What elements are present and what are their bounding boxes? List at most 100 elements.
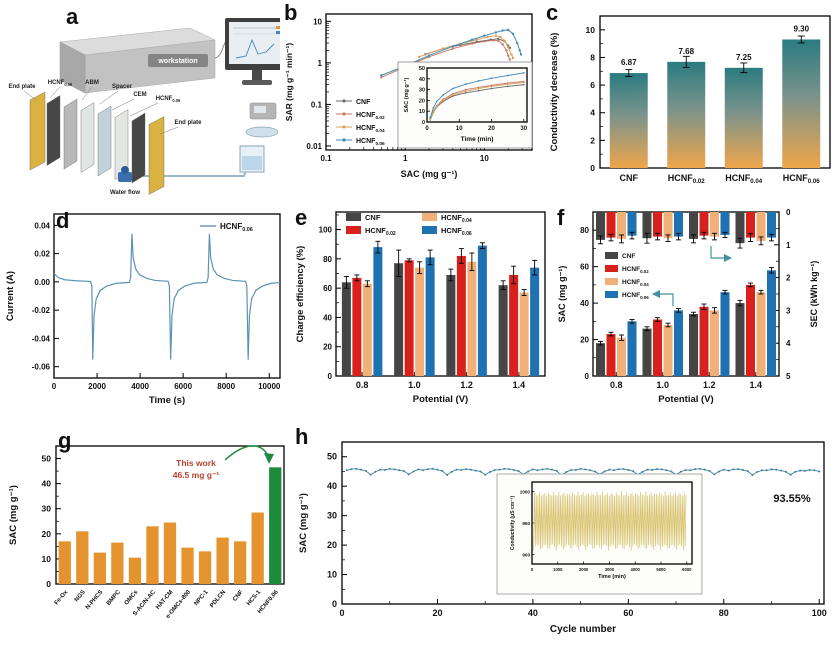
svg-text:7.25: 7.25 [736,53,752,62]
svg-text:1: 1 [786,241,791,250]
svg-text:Spacer: Spacer [112,84,133,90]
svg-text:1000: 1000 [520,489,531,494]
svg-text:SAC (mg g⁻¹): SAC (mg g⁻¹) [403,77,410,112]
svg-text:0.1: 0.1 [311,100,323,109]
bar [617,337,626,376]
bar [663,324,673,376]
svg-text:-0.02: -0.02 [32,306,51,315]
bar [689,314,698,376]
svg-text:4: 4 [786,339,791,348]
svg-text:30: 30 [419,88,425,94]
bar [128,557,142,584]
svg-text:1: 1 [318,59,323,68]
panel-label-d: d [56,208,70,233]
sec-bar [596,212,605,240]
bar [627,321,637,376]
svg-text:40: 40 [528,608,538,618]
svg-text:SAC (mg g⁻¹): SAC (mg g⁻¹) [298,493,309,553]
svg-text:8: 8 [590,52,595,62]
panel-label-f: f [557,205,565,230]
bar [394,263,404,376]
bar [653,319,662,376]
svg-text:1.0: 1.0 [408,380,421,390]
svg-text:ABM: ABM [85,80,99,86]
svg-text:20: 20 [323,343,332,352]
svg-text:SAC (mg g⁻¹): SAC (mg g⁻¹) [401,169,458,179]
svg-text:1.4: 1.4 [513,380,526,390]
svg-text:Charge efficiency (%): Charge efficiency (%) [295,246,306,343]
cell-plate [80,102,95,173]
sec-bar [710,212,719,237]
svg-text:0: 0 [531,567,534,572]
current-trace [53,233,281,360]
sec-axis-arrow [710,246,724,259]
bar [782,39,821,169]
bar [446,274,456,376]
svg-text:HCNF0.06: HCNF0.06 [156,96,181,103]
svg-text:0: 0 [786,208,791,217]
bar [667,61,706,169]
svg-text:40: 40 [42,479,52,489]
svg-text:HCNF0.04: HCNF0.04 [356,125,385,134]
svg-text:20: 20 [432,608,442,618]
legend: CNF HCNF0.02 HCNF0.04 HCNF0.06 [336,99,385,147]
svg-text:100: 100 [319,226,333,235]
svg-text:10: 10 [586,25,596,35]
svg-text:4000: 4000 [631,567,641,572]
bar [404,260,414,376]
sac-time-inset: 0 10 20 30 0 10 20 30 40 50 Time (min) SAC (mg g⁻¹) [397,61,533,149]
svg-text:5: 5 [786,372,791,381]
svg-text:CNF: CNF [356,99,371,106]
svg-text:2000: 2000 [579,567,589,572]
svg-text:9.30: 9.30 [793,24,809,33]
svg-text:80: 80 [719,608,729,618]
bar [756,292,766,376]
svg-text:30: 30 [42,504,52,514]
svg-text:SAR (mg g⁻¹ min⁻¹): SAR (mg g⁻¹ min⁻¹) [284,43,294,122]
svg-text:20: 20 [42,529,52,539]
bar [146,526,159,584]
bar [642,328,652,376]
svg-text:0: 0 [339,608,344,618]
cell-plate [29,91,46,171]
svg-text:0: 0 [332,599,337,609]
svg-text:Potential (V): Potential (V) [413,394,468,405]
svg-text:30: 30 [520,126,527,132]
svg-text:0.02: 0.02 [34,250,50,259]
panel-f: f 0 20 40 60 80 0 1 2 3 4 5 0.8 1.0 1.2 1.4 Potential (… [553,200,839,428]
setup-schematic: workstation End plate HCNF0.06 ABM SpacerCEM… [8,18,280,196]
svg-text:6.87: 6.87 [621,58,637,67]
sec-bar [617,212,626,239]
svg-text:50: 50 [419,66,425,72]
bar [498,285,508,376]
svg-text:-0.04: -0.04 [32,334,51,343]
bar [674,310,683,376]
svg-text:30: 30 [327,511,337,521]
bar [509,274,519,376]
svg-text:20: 20 [419,98,425,104]
bar [735,303,745,376]
sec-bar [689,212,698,239]
svg-text:OMCs: OMCs [124,589,140,607]
svg-text:60: 60 [623,608,633,618]
svg-text:46.5 mg g⁻¹: 46.5 mg g⁻¹ [173,470,220,480]
svg-text:2: 2 [590,135,595,145]
svg-text:HCNF0.04: HCNF0.04 [441,213,472,224]
cell-plate [63,98,78,170]
svg-text:-0.06: -0.06 [32,363,51,372]
bar [596,343,605,376]
sec-bar [699,212,709,236]
svg-text:40: 40 [419,77,425,83]
svg-text:10: 10 [42,554,52,564]
bar [181,547,194,584]
bar [93,552,106,584]
svg-text:HCNF0.02: HCNF0.02 [365,226,396,237]
svg-text:8000: 8000 [217,382,235,391]
panel-h: h 0 20 40 60 80 100 0 10 20 30 40 50 Cycle number SAC… [292,424,839,662]
bar [456,255,466,376]
svg-text:0.8: 0.8 [356,380,369,390]
sec-bar [627,212,637,236]
svg-text:6: 6 [590,80,595,90]
svg-text:BMPC: BMPC [106,589,122,607]
